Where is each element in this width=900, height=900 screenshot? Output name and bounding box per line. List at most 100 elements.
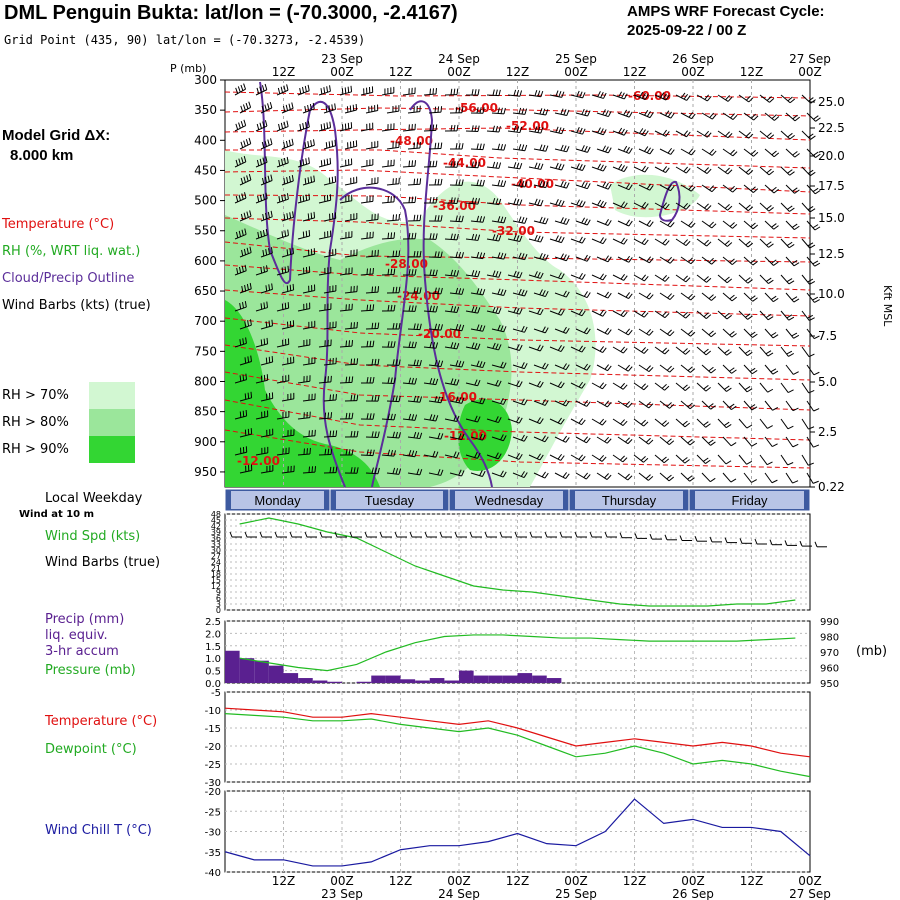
wind-barb-flag bbox=[450, 88, 453, 95]
wind-barb-flag bbox=[518, 107, 522, 114]
wind-barb-flag bbox=[474, 270, 478, 277]
wind-barb-flag bbox=[705, 350, 712, 356]
wind-barb-flag bbox=[750, 150, 756, 155]
wind-barb-flag bbox=[256, 159, 260, 166]
wind-barb bbox=[722, 364, 732, 374]
wind-barb-flag bbox=[411, 377, 414, 384]
wind-barb-flag bbox=[540, 272, 544, 279]
wind-barb bbox=[596, 292, 609, 299]
wind-barb-flag bbox=[604, 182, 609, 189]
wind-barb-flag bbox=[482, 470, 486, 477]
wind-barb-flag bbox=[395, 323, 398, 330]
wind-barb-flag bbox=[626, 110, 630, 117]
wind-barb-flag bbox=[565, 473, 570, 479]
wind-barb bbox=[596, 184, 609, 190]
wind-barb bbox=[486, 418, 499, 424]
wind-barb-flag bbox=[807, 314, 814, 319]
wind-barb-flag bbox=[622, 384, 628, 390]
wind-barb-flag bbox=[704, 203, 709, 209]
wind-barb bbox=[533, 328, 546, 334]
wind-barb bbox=[696, 274, 707, 283]
pressure-tick-label: 450 bbox=[194, 163, 217, 177]
wind-barb-flag bbox=[429, 414, 433, 421]
wind-barb-flag bbox=[683, 275, 688, 281]
wind-barb bbox=[785, 112, 796, 122]
wind-barb bbox=[528, 454, 541, 461]
wind-barb-flag bbox=[604, 327, 610, 334]
wind-barb bbox=[549, 382, 562, 389]
wind-barb bbox=[638, 400, 650, 409]
wind-barb-flag bbox=[419, 432, 423, 439]
wind-barb bbox=[512, 400, 525, 406]
wind-barb-flag bbox=[810, 135, 816, 140]
wind-barb bbox=[591, 346, 603, 353]
wind-barb bbox=[281, 107, 294, 114]
wind-barb-flag bbox=[625, 292, 631, 298]
wind-barb bbox=[780, 310, 790, 321]
wind-barb-flag bbox=[620, 346, 626, 352]
wind-barb-flag bbox=[599, 418, 605, 424]
wind-barb-flag bbox=[302, 123, 305, 130]
wind-barb-flag bbox=[479, 179, 482, 186]
wind-barb-flag bbox=[281, 195, 284, 202]
wind-barb-flag bbox=[241, 229, 244, 236]
wind-barb-flag bbox=[793, 262, 800, 267]
wind-barb-flag bbox=[515, 452, 520, 459]
wind-barb-flag bbox=[498, 198, 502, 205]
wind-barb-flag bbox=[516, 126, 520, 133]
wind-barb-flag bbox=[794, 153, 800, 158]
day-label: Monday bbox=[254, 493, 301, 508]
wind-barb bbox=[575, 400, 587, 407]
bottom-time-label: 12Z bbox=[623, 874, 647, 888]
wind-barb-flag bbox=[565, 255, 570, 262]
wind-barb-flag bbox=[536, 380, 541, 387]
wind-barb-flag bbox=[260, 303, 263, 310]
wind-barb-flag bbox=[685, 168, 691, 174]
wind-barb-flag bbox=[607, 402, 612, 408]
temperature-tick-label: -5 bbox=[211, 688, 221, 699]
wind-tick-label: 36 bbox=[211, 534, 221, 543]
wind-barb-flag bbox=[686, 95, 691, 101]
wind-barb-flag bbox=[810, 99, 816, 104]
wind-barb bbox=[596, 400, 608, 408]
wind-barb-flag bbox=[750, 331, 756, 336]
wind-barb-flag bbox=[313, 175, 315, 182]
wind-barb-flag bbox=[607, 183, 612, 190]
wind-barb-flag bbox=[602, 145, 606, 152]
wind-barb bbox=[638, 292, 650, 300]
wind-barb bbox=[407, 472, 420, 476]
wind-barb-flag bbox=[437, 396, 441, 403]
wind-barb-flag bbox=[503, 289, 507, 296]
wind-barb-flag bbox=[284, 230, 287, 237]
wind-barb-10m-flag bbox=[394, 531, 398, 538]
wind-barb-flag bbox=[247, 356, 250, 363]
wind-barb bbox=[717, 166, 729, 175]
wind-barb-flag bbox=[646, 147, 651, 153]
wind-barb-flag bbox=[788, 353, 794, 357]
wind-barb-flag bbox=[685, 204, 691, 210]
wind-barb bbox=[696, 130, 708, 138]
wind-barb-flag bbox=[766, 132, 772, 138]
wind-barb-flag bbox=[456, 161, 459, 168]
wind-barb-flag bbox=[479, 361, 483, 368]
temperature-contour-label: -52.00 bbox=[506, 119, 549, 133]
wind-barb-flag bbox=[235, 159, 239, 166]
wind-barb-flag bbox=[563, 217, 567, 224]
wind-barb-flag bbox=[724, 385, 730, 390]
wind-barb-flag bbox=[435, 87, 437, 95]
wind-barb bbox=[654, 166, 666, 174]
wind-barb-flag bbox=[495, 452, 499, 459]
wind-barb-flag bbox=[458, 143, 461, 150]
wind-barb-flag bbox=[561, 91, 565, 98]
wind-barb-flag bbox=[579, 91, 583, 98]
wind-barb-flag bbox=[476, 143, 479, 150]
wind-barb-flag bbox=[393, 377, 396, 384]
wind-barb-flag bbox=[687, 366, 693, 372]
wind-barb-flag bbox=[477, 125, 480, 132]
wind-barb bbox=[806, 472, 814, 484]
wind-barb-flag bbox=[807, 278, 814, 283]
wind-barb-flag bbox=[479, 433, 483, 440]
wind-barb-flag bbox=[541, 398, 546, 405]
wind-barb-flag bbox=[726, 278, 733, 284]
wind-barb bbox=[722, 184, 733, 193]
